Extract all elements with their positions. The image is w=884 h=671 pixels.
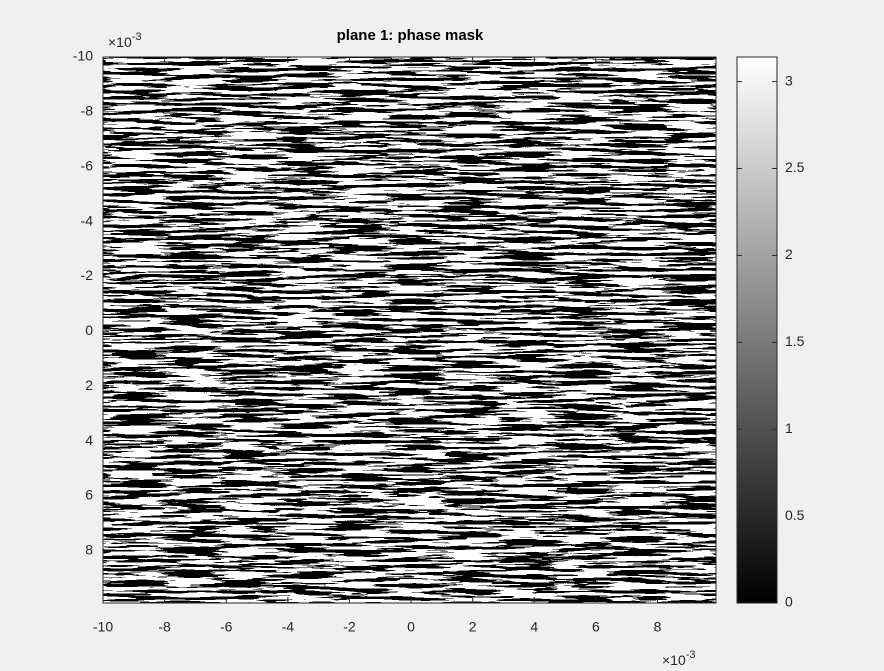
- colorbar-tick-label: 2.5: [785, 159, 805, 175]
- y-tick-label: 6: [85, 487, 93, 503]
- multiplier-exponent: -3: [132, 31, 142, 43]
- colorbar-tick-label: 0.5: [785, 507, 805, 523]
- x-tick-label: 6: [592, 619, 600, 635]
- y-tick-label: -2: [81, 267, 94, 283]
- y-multiplier: ×10-3: [108, 31, 142, 50]
- colorbar-tick-label: 1: [785, 420, 793, 436]
- x-tick-label: -4: [282, 619, 295, 635]
- y-tick-label: 0: [85, 322, 93, 338]
- y-tick-label: 2: [85, 377, 93, 393]
- x-tick-label: -10: [93, 619, 113, 635]
- axes-box: [102, 56, 717, 604]
- x-tick-label: -6: [220, 619, 233, 635]
- colorbar-tick-label: 0: [785, 594, 793, 610]
- y-tick-label: -10: [73, 48, 93, 64]
- colorbar-tick-label: 1.5: [785, 333, 805, 349]
- chart-title: plane 1: phase mask: [337, 27, 484, 44]
- x-tick-label: 8: [654, 619, 662, 635]
- x-tick-label: 0: [407, 619, 415, 635]
- y-tick-label: 4: [85, 432, 93, 448]
- phase-mask-image: [103, 57, 716, 603]
- y-tick-label: -8: [81, 103, 94, 119]
- x-tick-label: -8: [158, 619, 171, 635]
- multiplier-exponent: -3: [686, 649, 696, 661]
- colorbar-tick-label: 2: [785, 246, 793, 262]
- colorbar-tick-label: 3: [785, 72, 793, 88]
- y-tick-label: -4: [81, 212, 94, 228]
- multiplier-base: ×10: [662, 652, 686, 668]
- colorbar: [736, 56, 778, 604]
- x-tick-label: 2: [469, 619, 477, 635]
- x-multiplier: ×10-3: [662, 649, 696, 668]
- y-tick-label: -6: [81, 157, 94, 173]
- x-tick-label: 4: [530, 619, 538, 635]
- x-tick-label: -2: [343, 619, 356, 635]
- y-tick-label: 8: [85, 542, 93, 558]
- multiplier-base: ×10: [108, 34, 132, 50]
